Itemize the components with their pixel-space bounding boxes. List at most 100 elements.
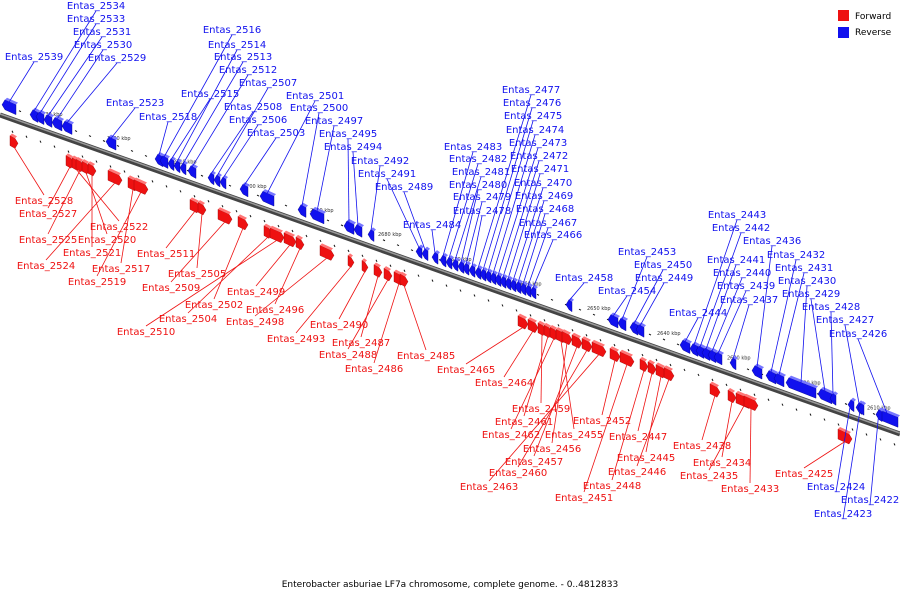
gene-Entas_2481 bbox=[451, 257, 460, 272]
leader-Entas_2485 bbox=[403, 285, 427, 351]
label-Entas_2500: Entas_2500 bbox=[290, 103, 348, 114]
track-dash bbox=[256, 194, 260, 197]
track-dash bbox=[396, 244, 400, 247]
leader-Entas_2438 bbox=[701, 395, 716, 441]
leader-layer bbox=[8, 10, 888, 520]
leader-Entas_2490 bbox=[338, 271, 366, 320]
leader-Entas_2539 bbox=[8, 61, 35, 103]
chromosome-backbone bbox=[0, 112, 900, 437]
label-Entas_2479: Entas_2479 bbox=[453, 192, 511, 203]
leader-Entas_2431 bbox=[778, 272, 805, 376]
label-Entas_2468: Entas_2468 bbox=[516, 204, 574, 215]
track-dash bbox=[837, 423, 840, 426]
gene-Entas_2456 bbox=[561, 329, 573, 346]
leader-Entas_2472 bbox=[502, 160, 540, 278]
leader-Entas_2468 bbox=[522, 213, 546, 285]
gene-Entas_2451 bbox=[619, 349, 635, 367]
track-dash bbox=[697, 373, 700, 377]
label-Entas_2447: Entas_2447 bbox=[609, 432, 667, 443]
track-dash bbox=[550, 298, 554, 301]
gene-Entas_2469 bbox=[514, 279, 523, 295]
track-dash bbox=[151, 180, 154, 183]
label-Entas_2493: Entas_2493 bbox=[267, 334, 325, 345]
track-dash bbox=[627, 348, 630, 352]
gene-Entas_2483 bbox=[439, 252, 448, 268]
label-Entas_2430: Entas_2430 bbox=[778, 276, 836, 287]
label-Entas_2444: Entas_2444 bbox=[669, 308, 727, 319]
leader-Entas_2480 bbox=[460, 189, 479, 263]
label-Entas_2437: Entas_2437 bbox=[720, 295, 778, 306]
leader-Entas_2466 bbox=[532, 239, 554, 289]
leader-Entas_2422 bbox=[869, 410, 880, 506]
track-dash bbox=[144, 154, 148, 157]
label-Entas_2515: Entas_2515 bbox=[181, 89, 239, 100]
track-dash bbox=[74, 130, 78, 133]
track-dash bbox=[193, 195, 196, 198]
track-dash bbox=[382, 239, 386, 242]
leader-Entas_2425 bbox=[803, 441, 846, 469]
track-dash bbox=[123, 170, 126, 173]
leader-Entas_2448 bbox=[611, 370, 645, 481]
label-Entas_2533: Entas_2533 bbox=[67, 14, 125, 25]
track-dash bbox=[851, 428, 854, 431]
leader-Entas_2427 bbox=[844, 324, 860, 404]
track-dash bbox=[746, 368, 750, 371]
gene-Entas_2478 bbox=[468, 263, 477, 278]
label-Entas_2429: Entas_2429 bbox=[782, 289, 840, 300]
track-dash bbox=[585, 333, 588, 337]
leader-Entas_2499 bbox=[255, 244, 291, 287]
leader-Entas_2514 bbox=[176, 49, 238, 162]
gene-Entas_2471 bbox=[504, 275, 513, 291]
gene-Entas_2516 bbox=[159, 153, 170, 169]
leader-Entas_2524 bbox=[45, 182, 116, 261]
label-Entas_2509: Entas_2509 bbox=[142, 283, 200, 294]
label-Entas_2457: Entas_2457 bbox=[505, 457, 563, 468]
track-dash bbox=[53, 145, 56, 148]
legend-reverse-label: Reverse bbox=[855, 28, 892, 38]
label-Entas_2460: Entas_2460 bbox=[489, 468, 547, 479]
label-Entas_2474: Entas_2474 bbox=[506, 125, 564, 136]
track-dash bbox=[648, 333, 652, 336]
label-Entas_2524: Entas_2524 bbox=[17, 261, 75, 272]
gene-Entas_2433 bbox=[743, 393, 759, 411]
gene-Entas_2493 bbox=[347, 253, 355, 268]
track-dash bbox=[95, 160, 98, 163]
label-Entas_2477: Entas_2477 bbox=[502, 85, 560, 96]
leader-Entas_2525 bbox=[47, 170, 81, 235]
label-Entas_2469: Entas_2469 bbox=[515, 191, 573, 202]
track-dash bbox=[200, 174, 204, 177]
track-dash bbox=[599, 338, 602, 342]
leader-Entas_2432 bbox=[770, 259, 797, 373]
gene-Entas_2473 bbox=[494, 272, 503, 287]
tick-label: 2640 kbp bbox=[657, 331, 681, 337]
track-dash bbox=[333, 244, 336, 248]
label-Entas_2433: Entas_2433 bbox=[721, 484, 779, 495]
track-dash bbox=[25, 135, 28, 138]
gene-Entas_2479 bbox=[462, 261, 471, 276]
gene-Entas_2524 bbox=[107, 168, 123, 186]
gene-Entas_2474 bbox=[489, 270, 498, 286]
leader-Entas_2512 bbox=[191, 74, 249, 168]
track-dash bbox=[235, 209, 238, 213]
label-Entas_2525: Entas_2525 bbox=[19, 235, 77, 246]
gene-Entas_2472 bbox=[499, 274, 508, 289]
label-Entas_2441: Entas_2441 bbox=[707, 255, 765, 266]
label-Entas_2451: Entas_2451 bbox=[555, 493, 613, 504]
leader-Entas_2467 bbox=[527, 227, 549, 287]
label-Entas_2504: Entas_2504 bbox=[159, 314, 217, 325]
leader-Entas_2458 bbox=[568, 282, 585, 301]
label-Entas_2517: Entas_2517 bbox=[92, 264, 150, 275]
track-dash bbox=[767, 398, 770, 401]
label-Entas_2503: Entas_2503 bbox=[247, 128, 305, 139]
leader-Entas_2494 bbox=[352, 151, 359, 226]
label-Entas_2465: Entas_2465 bbox=[437, 365, 495, 376]
leader-Entas_2513 bbox=[182, 61, 244, 165]
gene-Entas_2505 bbox=[197, 200, 207, 216]
leader-Entas_2449 bbox=[639, 282, 665, 327]
track-dash bbox=[67, 150, 70, 153]
track-dash bbox=[879, 438, 882, 441]
track-dash bbox=[116, 145, 120, 147]
gene-Entas_2534 bbox=[29, 107, 40, 123]
label-Entas_2467: Entas_2467 bbox=[519, 218, 577, 229]
gene-Entas_2423 bbox=[857, 401, 866, 416]
